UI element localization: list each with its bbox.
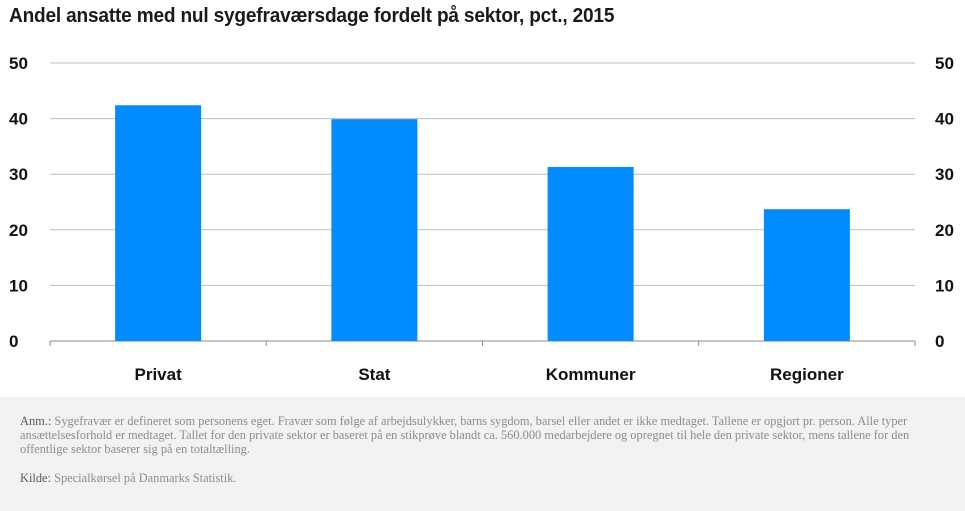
y-tick-label-right: 10 <box>935 276 954 295</box>
source-text: Specialkørsel på Danmarks Statistik. <box>50 470 237 485</box>
y-tick-label-left: 50 <box>9 54 28 73</box>
notes-box: Anm.: Sygefravær er defineret som person… <box>0 397 965 511</box>
category-label: Regioner <box>770 365 844 384</box>
bars <box>115 105 850 341</box>
source-label: Kilde: <box>20 470 51 485</box>
bar <box>115 105 202 341</box>
category-label: Privat <box>135 365 183 384</box>
chart-title: Andel ansatte med nul sygefraværsdage fo… <box>9 4 615 27</box>
y-tick-label-left: 30 <box>9 165 28 184</box>
y-tick-label-left: 10 <box>9 276 28 295</box>
y-tick-label-left: 0 <box>9 332 18 351</box>
right-axis-ticks: 0 10 20 30 40 50 <box>935 54 954 351</box>
y-tick-label-right: 0 <box>935 332 944 351</box>
note-text: Sygefravær er defineret som personens eg… <box>20 414 910 457</box>
left-axis-ticks: 0 10 20 30 40 50 <box>9 54 28 351</box>
bar-chart: 0 10 20 30 40 50 0 10 20 30 40 50 Privat Stat Kommun… <box>9 54 954 384</box>
bar <box>331 119 418 341</box>
y-tick-label-right: 40 <box>935 110 954 129</box>
category-label: Kommuner <box>546 365 636 384</box>
category-label: Stat <box>358 365 390 384</box>
y-tick-label-left: 20 <box>9 221 28 240</box>
bar <box>547 166 634 341</box>
note-paragraph: Anm.: Sygefravær er defineret som person… <box>20 414 945 457</box>
y-tick-label-right: 30 <box>935 165 954 184</box>
y-tick-label-right: 50 <box>935 54 954 73</box>
y-tick-label-left: 40 <box>9 110 28 129</box>
y-tick-label-right: 20 <box>935 221 954 240</box>
note-label: Anm.: <box>20 414 52 428</box>
bar <box>763 209 850 341</box>
category-labels: Privat Stat Kommuner Regioner <box>135 365 845 384</box>
source-paragraph: Kilde: Specialkørsel på Danmarks Statist… <box>20 471 945 485</box>
category-tick-marks <box>49 341 916 346</box>
